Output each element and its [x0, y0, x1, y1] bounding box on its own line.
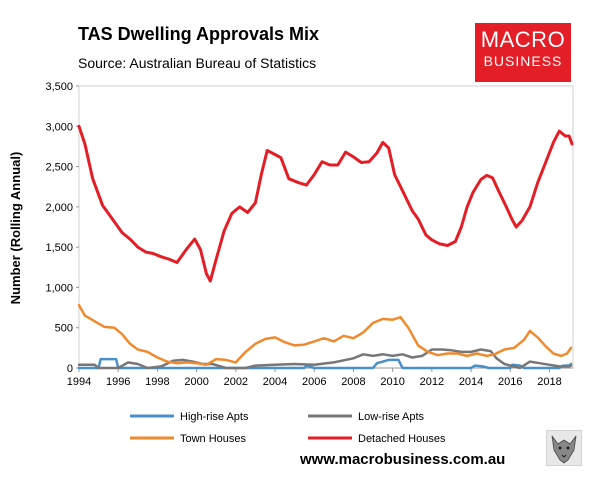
y-tick-label: 500	[55, 323, 73, 335]
y-tick-label: 3,500	[45, 81, 73, 93]
legend-label: Town Houses	[180, 433, 247, 445]
x-tick-label: 2016	[498, 376, 522, 388]
y-tick-label: 1,500	[45, 242, 73, 254]
y-tick-label: 1,000	[45, 282, 73, 294]
x-tick-label: 2004	[263, 376, 287, 388]
legend-label: Low-rise Apts	[358, 411, 425, 423]
x-tick-label: 2010	[380, 376, 404, 388]
x-tick-label: 2012	[420, 376, 444, 388]
x-tick-label: 2000	[184, 376, 208, 388]
x-tick-label: 2008	[341, 376, 365, 388]
y-axis: 0 500 1,000 1,500 2,000 2,500 3,000 3,500	[45, 81, 79, 375]
chart-subtitle: Source: Australian Bureau of Statistics	[78, 55, 317, 71]
y-tick-label: 0	[67, 363, 73, 375]
logo-line2: BUSINESS	[483, 53, 563, 69]
series-line-detached-houses	[77, 124, 574, 283]
x-tick-label: 1998	[145, 376, 169, 388]
macrobusiness-logo: MACRO BUSINESS	[475, 23, 571, 82]
y-axis-label: Number (Rolling Annual)	[8, 152, 23, 305]
x-axis: 1994 1996 1998 2000 2002 2004 2006 2008 2010 2012…	[67, 367, 573, 388]
x-tick-label: 2018	[537, 376, 561, 388]
legend-label: High-rise Apts	[180, 411, 249, 423]
legend-label: Detached Houses	[358, 433, 446, 445]
chart-title: TAS Dwelling Approvals Mix	[78, 24, 320, 44]
wolf-mascot-icon	[546, 430, 582, 466]
plot-area-border	[78, 85, 574, 369]
y-tick-label: 2,500	[45, 162, 73, 174]
logo-line1: MACRO	[480, 27, 566, 52]
x-tick-label: 2014	[459, 376, 483, 388]
series-line-town-houses	[77, 303, 573, 367]
x-tick-label: 2006	[302, 376, 326, 388]
legend: High-rise Apts Low-rise Apts Town Houses De…	[130, 411, 446, 445]
x-tick-label: 2002	[224, 376, 248, 388]
y-tick-label: 3,000	[45, 121, 73, 133]
x-tick-label: 1996	[106, 376, 130, 388]
series-lines	[77, 124, 574, 370]
y-tick-label: 2,000	[45, 202, 73, 214]
x-tick-label: 1994	[67, 376, 91, 388]
website-url: www.macrobusiness.com.au	[300, 451, 506, 468]
series-line-low-rise-apts	[77, 348, 573, 370]
